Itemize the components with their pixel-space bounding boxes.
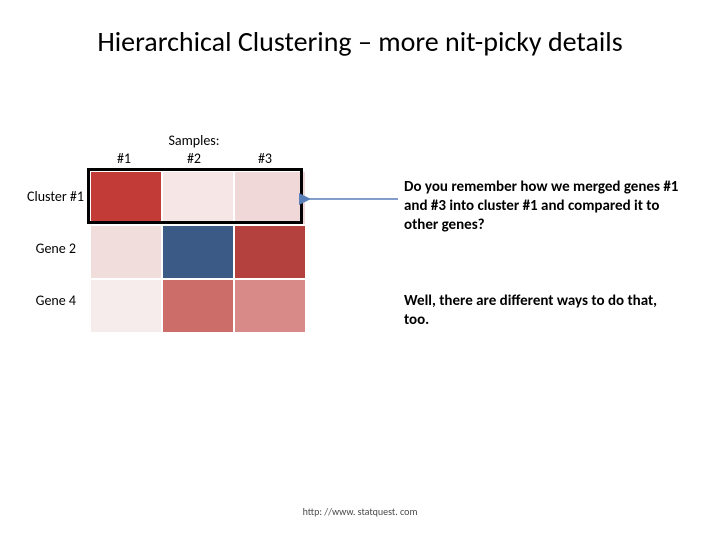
row-label-gene-2: Gene 2 <box>16 240 76 257</box>
footer-url: http: //www. statquest. com <box>0 505 720 518</box>
heatmap-cell <box>234 279 306 333</box>
cluster-outline-box <box>87 168 303 224</box>
heatmap-cell <box>162 225 234 279</box>
row-label-gene-4: Gene 4 <box>16 292 76 309</box>
annotation-text-2: Well, there are different ways to do tha… <box>404 292 684 330</box>
page-title: Hierarchical Clustering – more nit-picky… <box>0 24 720 59</box>
samples-header-label: Samples: <box>162 132 226 149</box>
heatmap-cell <box>162 279 234 333</box>
heatmap-cell <box>234 225 306 279</box>
annotation-text-1: Do you remember how we merged genes #1 a… <box>404 178 684 234</box>
column-label-1: #1 <box>108 150 140 167</box>
column-label-3: #3 <box>249 150 281 167</box>
heatmap-cell <box>90 279 162 333</box>
row-label-cluster-1: Cluster #1 <box>6 188 84 205</box>
heatmap-cell <box>90 225 162 279</box>
column-label-2: #2 <box>178 150 210 167</box>
